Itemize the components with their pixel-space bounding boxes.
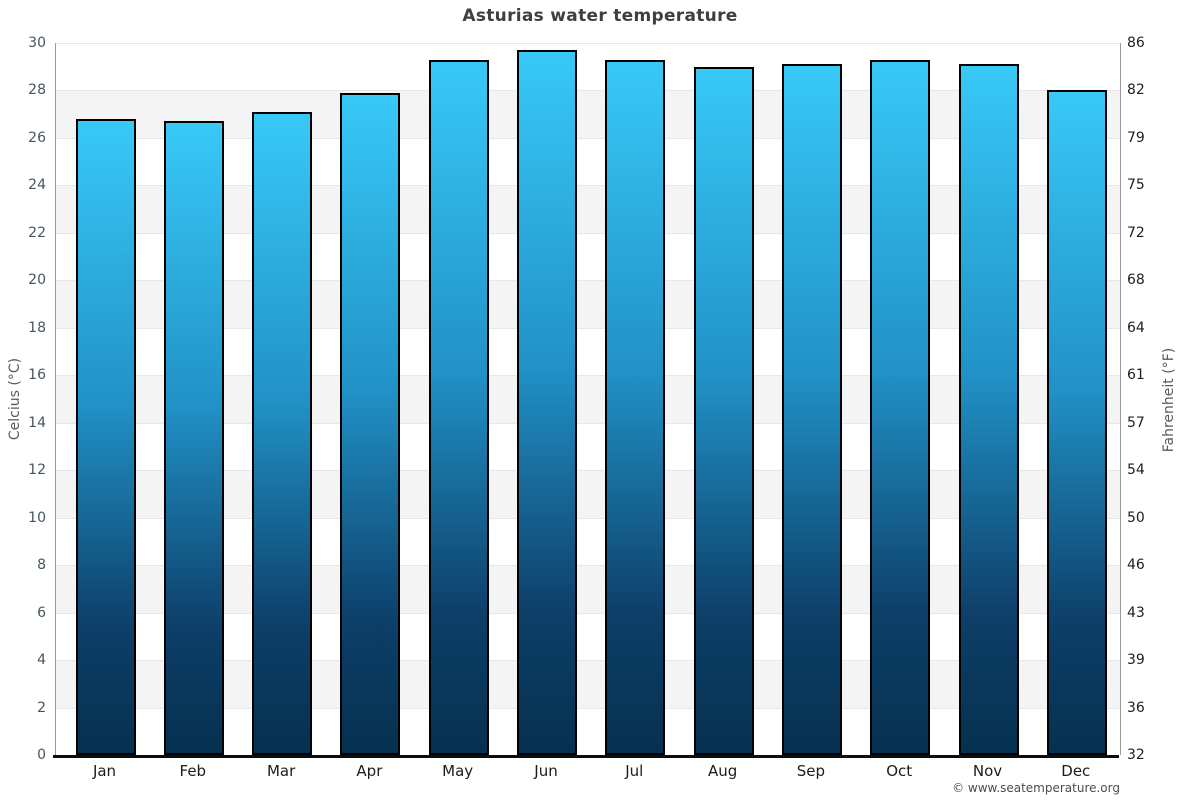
gridline-4c (56, 660, 1120, 662)
celsius-tick-10: 10 (28, 509, 46, 526)
gridline-18c (56, 327, 1120, 329)
gridline-6c (56, 612, 1120, 614)
bar-dec (1046, 90, 1107, 755)
celsius-tick-20: 20 (28, 272, 46, 289)
y-axis-label-fahrenheit: Fahrenheit (°F) (1161, 347, 1177, 453)
bar-mar (252, 111, 313, 755)
gridline-8c (56, 565, 1120, 567)
background-band (56, 185, 1120, 233)
background-band (56, 90, 1120, 138)
background-band (56, 280, 1120, 328)
copyright-note: © www.seatemperature.org (952, 781, 1120, 795)
fahrenheit-tick-46: 46 (1127, 557, 1145, 574)
background-band (56, 707, 1120, 755)
fahrenheit-tick-57: 57 (1127, 414, 1145, 431)
celsius-tick-18: 18 (28, 319, 46, 336)
celsius-tick-6: 6 (37, 604, 46, 621)
bar-aug (693, 66, 754, 755)
bar-feb (163, 121, 224, 755)
fahrenheit-tick-54: 54 (1127, 462, 1145, 479)
chart-title: Asturias water temperature (462, 6, 738, 26)
fahrenheit-tick-32: 32 (1127, 747, 1145, 763)
celsius-tick-0: 0 (37, 747, 46, 763)
month-label-may: May (442, 762, 474, 780)
background-band (56, 565, 1120, 613)
background-band (56, 612, 1120, 661)
month-label-aug: Aug (707, 762, 738, 780)
fahrenheit-tick-75: 75 (1127, 177, 1145, 194)
month-label-jun: Jun (534, 762, 558, 780)
gridline-2c (56, 707, 1120, 709)
gridline-24c (56, 185, 1120, 187)
fahrenheit-tick-43: 43 (1127, 604, 1145, 621)
celsius-tick-16: 16 (28, 367, 46, 384)
celsius-tick-26: 26 (28, 129, 46, 146)
bar-nov (958, 64, 1019, 755)
bar-oct (870, 59, 931, 755)
celsius-tick-12: 12 (28, 462, 46, 479)
fahrenheit-tick-61: 61 (1127, 367, 1145, 384)
background-band (56, 232, 1120, 281)
gridline-22c (56, 232, 1120, 234)
month-label-sep: Sep (796, 762, 826, 780)
fahrenheit-tick-72: 72 (1127, 224, 1145, 241)
background-band (56, 660, 1120, 708)
bar-may (428, 59, 489, 755)
month-label-jan: Jan (92, 762, 117, 780)
fahrenheit-tick-64: 64 (1127, 319, 1145, 336)
bar-sep (781, 64, 842, 755)
gridline-16c (56, 375, 1120, 377)
month-label-apr: Apr (356, 762, 383, 780)
month-label-jul: Jul (625, 762, 644, 780)
gridline-12c (56, 470, 1120, 472)
fahrenheit-tick-36: 36 (1127, 699, 1145, 716)
bar-jun (517, 50, 577, 755)
fahrenheit-tick-79: 79 (1127, 129, 1145, 146)
plot-area (55, 43, 1121, 755)
celsius-tick-22: 22 (28, 224, 46, 241)
y-axis-label-celsius: Celcius (°C) (7, 357, 23, 441)
bar-jul (605, 59, 666, 755)
gridline-20c (56, 280, 1120, 282)
bar-jan (75, 118, 136, 755)
fahrenheit-tick-86: 86 (1127, 35, 1145, 51)
celsius-tick-4: 4 (37, 652, 46, 669)
fahrenheit-tick-68: 68 (1127, 272, 1145, 289)
background-band (56, 422, 1120, 471)
background-band (56, 517, 1120, 566)
bar-apr (340, 92, 401, 755)
gridline-10c (56, 517, 1120, 519)
month-label-oct: Oct (886, 762, 913, 780)
month-label-nov: Nov (972, 762, 1003, 780)
background-band (56, 327, 1120, 376)
gridline-26c (56, 137, 1120, 139)
celsius-tick-24: 24 (28, 177, 46, 194)
fahrenheit-tick-82: 82 (1127, 82, 1145, 99)
background-band (56, 375, 1120, 423)
celsius-tick-30: 30 (28, 35, 46, 51)
gridline-14c (56, 422, 1120, 424)
celsius-tick-8: 8 (37, 557, 46, 574)
background-band (56, 43, 1120, 91)
fahrenheit-tick-50: 50 (1127, 509, 1145, 526)
gridline-28c (56, 90, 1120, 92)
background-band (56, 470, 1120, 518)
month-label-feb: Feb (179, 762, 207, 780)
gridline-30c (56, 43, 1120, 44)
celsius-tick-14: 14 (28, 414, 46, 431)
month-label-mar: Mar (266, 762, 296, 780)
x-axis-baseline (53, 755, 1119, 758)
background-band (56, 137, 1120, 186)
fahrenheit-tick-39: 39 (1127, 652, 1145, 669)
month-label-dec: Dec (1061, 762, 1091, 780)
celsius-tick-2: 2 (37, 699, 46, 716)
celsius-tick-28: 28 (28, 82, 46, 99)
